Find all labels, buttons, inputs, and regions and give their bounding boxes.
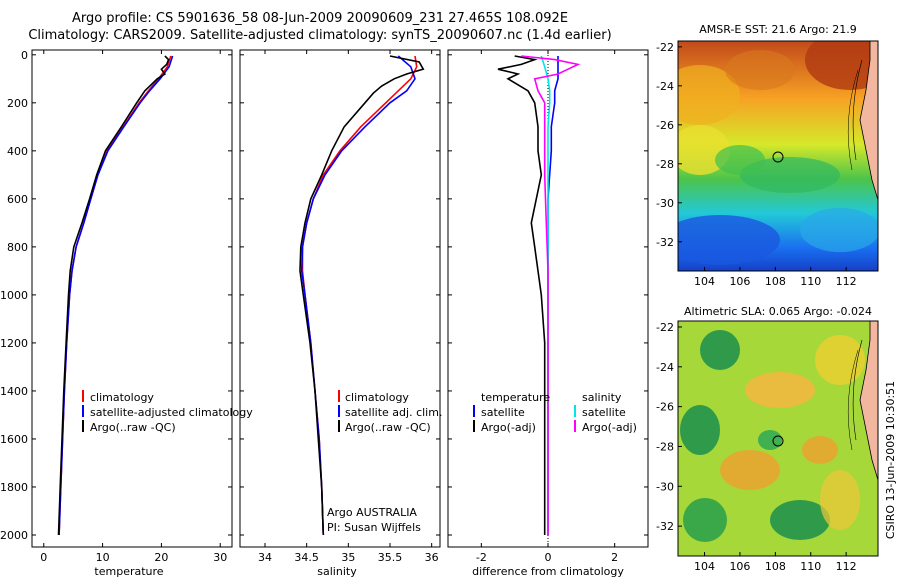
map-y-tick-label: -32 — [656, 520, 674, 533]
salinity-xlabel: salinity — [317, 565, 357, 578]
x-tick-label: 10 — [96, 551, 110, 564]
title-line-1: Argo profile: CS 5901636_58 08-Jun-2009 … — [71, 11, 569, 26]
x-tick-label: 34 — [258, 551, 272, 564]
map-y-tick-label: -30 — [656, 480, 674, 493]
x-tick-label: 20 — [154, 551, 168, 564]
depth-tick-label: 1600 — [0, 433, 28, 446]
map-x-tick-label: 108 — [765, 560, 786, 573]
x-tick-labels: 0 10 20 30 34 34.5 35 35.5 36 -2 0 2 — [40, 50, 618, 564]
sst-argo-marker — [772, 151, 784, 163]
difference-xlabel: difference from climatology — [472, 565, 624, 578]
map-x-tick-label: 110 — [800, 560, 821, 573]
map-x-tick-label: 112 — [836, 560, 857, 573]
depth-tick-label: 1200 — [0, 337, 28, 350]
depth-tick-label: 200 — [7, 97, 28, 110]
x-tick-label: 0 — [545, 551, 552, 564]
legend-label: satellite — [481, 406, 525, 419]
map-y-tick-label: -26 — [656, 401, 674, 414]
x-tick-label: 36 — [425, 551, 439, 564]
legend-swatch-climatology — [82, 390, 84, 402]
x-tick-label: -2 — [476, 551, 487, 564]
difference-legend: temperature satellite Argo(-adj) salinit… — [473, 391, 637, 434]
x-tick-label: 0 — [40, 551, 47, 564]
temperature-panel — [31, 49, 233, 548]
depth-tick-label: 1800 — [0, 481, 28, 494]
legend-label: climatology — [90, 391, 154, 404]
map-x-tick-label: 108 — [765, 275, 786, 288]
map-y-tick-label: -22 — [656, 321, 674, 334]
sla-map — [678, 321, 878, 556]
map-x-tick-label: 104 — [694, 275, 715, 288]
sla-argo-marker — [772, 435, 784, 447]
depth-axis: 0 200 400 600 800 1000 1200 1400 1600 1800 2000 — [0, 49, 648, 542]
x-tick-label: 30 — [213, 551, 227, 564]
map-x-tick-label: 106 — [729, 560, 750, 573]
legend-header-salinity: salinity — [582, 391, 622, 404]
map-y-tick-label: -28 — [656, 158, 674, 171]
sla-map-title: Altimetric SLA: 0.065 Argo: -0.024 — [684, 305, 872, 318]
depth-tick-label: 600 — [7, 193, 28, 206]
sla-axis: 104 106 108 110 112 -22 -24 -26 -28 -30 -32 — [656, 321, 857, 573]
legend-swatch-temp-argo — [473, 420, 475, 432]
depth-tick-label: 1000 — [0, 289, 28, 302]
map-y-tick-label: -30 — [656, 197, 674, 210]
legend-label: Argo(-adj) — [582, 421, 637, 434]
legend-swatch-argo — [338, 420, 340, 432]
legend-label: climatology — [345, 391, 409, 404]
depth-tick-label: 800 — [7, 241, 28, 254]
legend-label: Argo(-adj) — [481, 421, 536, 434]
legend-swatch-sal-satellite — [574, 405, 576, 417]
map-y-tick-label: -26 — [656, 119, 674, 132]
sst-map — [678, 41, 878, 271]
salinity-legend: climatology satellite adj. clim. Argo(..… — [327, 390, 442, 534]
map-x-tick-label: 110 — [800, 275, 821, 288]
series-line-argo-raw-qc- — [57, 55, 170, 536]
legend-swatch-argo — [82, 420, 84, 432]
title-line-2: Climatology: CARS2009. Satellite-adjuste… — [28, 28, 612, 43]
legend-swatch-satellite — [338, 405, 340, 417]
float-program-label: Argo AUSTRALIA — [327, 506, 417, 519]
series-line-temperature-argo-adj- — [497, 55, 546, 535]
legend-label: Argo(..raw -QC) — [90, 421, 176, 434]
legend-label: satellite — [582, 406, 626, 419]
depth-tick-label: 400 — [7, 145, 28, 158]
x-tick-label: 35.5 — [378, 551, 403, 564]
map-y-tick-label: -22 — [656, 41, 674, 54]
depth-tick-label: 2000 — [0, 529, 28, 542]
map-x-tick-label: 106 — [729, 275, 750, 288]
series-line-argo-raw-qc- — [299, 55, 425, 536]
map-x-tick-label: 104 — [694, 560, 715, 573]
temperature-legend: climatology satellite-adjusted climatolo… — [82, 390, 253, 434]
x-tick-label: 2 — [611, 551, 618, 564]
legend-swatch-satellite — [82, 405, 84, 417]
map-y-tick-label: -24 — [656, 80, 674, 93]
legend-label: Argo(..raw -QC) — [345, 421, 431, 434]
legend-header-temperature: temperature — [481, 391, 550, 404]
map-y-tick-label: -24 — [656, 361, 674, 374]
map-y-tick-label: -28 — [656, 440, 674, 453]
map-y-tick-label: -32 — [656, 236, 674, 249]
salinity-panel — [239, 49, 441, 548]
depth-tick-label: 1400 — [0, 385, 28, 398]
temperature-xlabel: temperature — [94, 565, 163, 578]
footer-timestamp: CSIRO 13-Jun-2009 10:30:51 — [884, 381, 897, 539]
legend-label: satellite adj. clim. — [345, 406, 442, 419]
legend-swatch-sal-argo — [574, 420, 576, 432]
depth-tick-label: 0 — [21, 49, 28, 62]
sst-map-title: AMSR-E SST: 21.6 Argo: 21.9 — [699, 23, 857, 36]
legend-swatch-climatology — [338, 390, 340, 402]
pi-label: PI: Susan Wijffels — [327, 521, 421, 534]
x-tick-label: 35 — [341, 551, 355, 564]
x-tick-label: 34.5 — [294, 551, 319, 564]
legend-swatch-temp-satellite — [473, 405, 475, 417]
legend-label: satellite-adjusted climatology — [90, 406, 253, 419]
series-line-salinity-argo-adj- — [521, 55, 581, 535]
map-x-tick-label: 112 — [836, 275, 857, 288]
sst-axis: 104 106 108 110 112 -22 -24 -26 -28 -30 -32 — [656, 41, 857, 288]
